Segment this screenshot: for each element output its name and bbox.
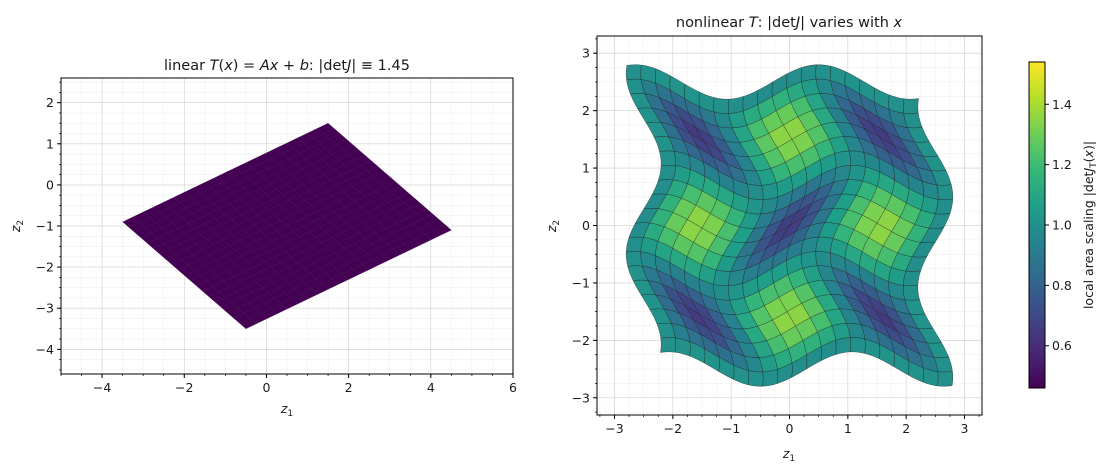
linear-x-tick-label: 0 [262, 380, 270, 395]
nonlinear-x-tick-label: −1 [722, 421, 740, 436]
nonlinear-mesh-cell [746, 183, 764, 200]
colorbar-gradient [1028, 61, 1046, 389]
linear-y-tick-label: 1 [46, 136, 54, 151]
nonlinear-mesh-cell [903, 284, 920, 301]
nonlinear-y-tick-label: −3 [572, 390, 590, 405]
nonlinear-mesh-cell [935, 198, 953, 215]
nonlinear-mesh-cell [713, 97, 730, 114]
nonlinear-y-tick-label: 2 [582, 103, 590, 118]
nonlinear-mesh-cell [936, 184, 953, 200]
nonlinear-x-tick-label: 3 [961, 421, 969, 436]
colorbar-tick-label: 0.6 [1052, 338, 1072, 353]
linear-y-tick-label: 0 [46, 177, 54, 192]
nonlinear-mesh-cell [745, 197, 764, 215]
nonlinear-x-tick-label: 1 [844, 421, 852, 436]
nonlinear-mesh-cell [658, 165, 676, 181]
nonlinear-ticks: −3 −2 −1 0 1 2 3 −3 −2 −1 0 1 2 3 [572, 38, 980, 436]
nonlinear-mesh-cell [660, 337, 676, 353]
nonlinear-mesh-cell [903, 98, 919, 114]
nonlinear-mesh-cell [728, 96, 744, 114]
nonlinear-mesh [626, 64, 953, 387]
nonlinear-mesh-cell [848, 150, 866, 167]
nonlinear-x-tick-label: 2 [902, 421, 910, 436]
linear-x-axis-label: z1 [280, 401, 293, 419]
linear-y-tick-label: −4 [36, 342, 54, 357]
nonlinear-mesh-cell [834, 150, 851, 169]
colorbar-tick-label: 1.2 [1052, 157, 1072, 172]
nonlinear-x-tick-label: 0 [786, 421, 794, 436]
linear-x-tick-label: −2 [175, 380, 193, 395]
nonlinear-mesh-cell [747, 370, 764, 387]
nonlinear-mesh-cell [835, 337, 851, 355]
nonlinear-mesh-cell [847, 165, 866, 182]
nonlinear-mesh-cell [937, 371, 953, 387]
colorbar-tick-label: 1.4 [1052, 97, 1072, 112]
linear-x-tick-label: 2 [345, 380, 353, 395]
nonlinear-mesh-cell [659, 150, 676, 167]
colorbar-label: local area scaling |detJT(x)| [1081, 141, 1099, 309]
nonlinear-panel: −3 −2 −1 0 1 2 3 −3 −2 −1 0 1 2 3 nonlinear T: |detJ|… [544, 15, 983, 464]
linear-chart-title: linear T(x) = Ax + b: |detJ| ≡ 1.45 [164, 58, 410, 74]
nonlinear-mesh-cell [626, 251, 643, 267]
nonlinear-y-tick-label: 1 [582, 161, 590, 176]
nonlinear-mesh-cell [903, 270, 921, 286]
nonlinear-chart-title: nonlinear T: |detJ| varies with x [676, 15, 903, 31]
nonlinear-mesh-cell [801, 64, 817, 83]
nonlinear-y-tick-label: −2 [572, 333, 590, 348]
linear-y-tick-label: −1 [36, 219, 54, 234]
nonlinear-mesh-cell [713, 284, 731, 301]
linear-y-axis-label: z2 [8, 220, 26, 233]
nonlinear-x-axis-label: z1 [782, 446, 795, 464]
nonlinear-mesh-cell [626, 64, 642, 80]
nonlinear-mesh-cell [849, 337, 866, 354]
linear-ticks: −4 −2 0 2 4 6 −4 −3 −2 −1 0 1 2 [36, 81, 517, 395]
linear-x-tick-label: 4 [427, 380, 435, 395]
colorbar-tick-label: 0.8 [1052, 278, 1072, 293]
linear-y-tick-label: −2 [36, 260, 54, 275]
linear-mesh [122, 123, 452, 329]
nonlinear-x-tick-label: −3 [605, 421, 623, 436]
nonlinear-y-tick-label: 0 [582, 218, 590, 233]
nonlinear-x-tick-label: −2 [664, 421, 682, 436]
nonlinear-y-tick-label: −1 [572, 275, 590, 290]
nonlinear-mesh-cell [815, 251, 833, 268]
nonlinear-mesh-cell [815, 64, 832, 81]
linear-mesh-cell [317, 123, 335, 134]
nonlinear-mesh-cell [801, 251, 818, 269]
colorbar-tick-label: 1.0 [1052, 218, 1072, 233]
linear-x-tick-label: 6 [509, 380, 517, 395]
linear-y-tick-label: −3 [36, 301, 54, 316]
linear-y-tick-label: 2 [46, 95, 54, 110]
colorbar: 0.6 0.8 1.0 1.2 1.4 local area scaling |detJ… [1028, 61, 1099, 389]
linear-x-tick-label: −4 [93, 380, 111, 395]
nonlinear-y-axis-label: z2 [544, 220, 562, 233]
colorbar-ticks: 0.6 0.8 1.0 1.2 1.4 [1045, 97, 1072, 353]
nonlinear-y-tick-label: 3 [582, 46, 590, 61]
linear-panel: −4 −2 0 2 4 6 −4 −3 −2 −1 0 1 2 linear T(x) = Ax + b… [8, 58, 517, 419]
